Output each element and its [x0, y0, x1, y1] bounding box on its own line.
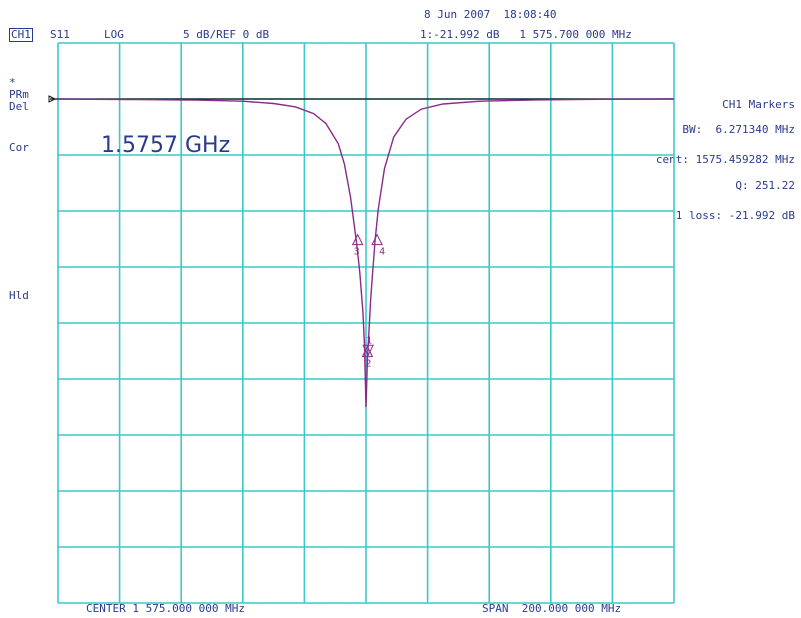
- marker-3-label: 3: [354, 247, 360, 258]
- marker-2-triangle: [361, 345, 374, 358]
- annotation-asterisk: *: [9, 76, 16, 89]
- reference-arrow-icon: [48, 95, 57, 103]
- parameter-label: S11: [50, 28, 70, 41]
- marker-readout: 1:-21.992 dB 1 575.700 000 MHz: [420, 28, 632, 41]
- markers-bw: BW: 6.271340 MHz: [682, 123, 795, 136]
- marker-4-label: 4: [379, 247, 385, 258]
- annotation-cor: Cor: [9, 141, 29, 154]
- format-label: LOG: [104, 28, 124, 41]
- trace-group: [57, 98, 675, 408]
- marker-4-triangle: [371, 233, 383, 246]
- annotation-prm: PRm: [9, 88, 29, 101]
- chart-title: 1.5757 GHz: [101, 133, 230, 158]
- markers-panel-title: CH1 Markers: [722, 98, 795, 111]
- annotation-hld: Hld: [9, 289, 29, 302]
- marker-3-triangle: [351, 233, 364, 246]
- markers-group: 1 2 3 4: [351, 233, 385, 370]
- center-frequency: CENTER 1 575.000 000 MHz: [86, 602, 245, 615]
- markers-loss: 1 loss: -21.992 dB: [675, 209, 795, 222]
- annotation-del: Del: [9, 100, 29, 113]
- markers-center: cent: 1575.459282 MHz: [655, 153, 795, 166]
- plot-grid: [57, 42, 675, 604]
- date-time: 8 Jun 2007 18:08:40: [424, 8, 557, 21]
- marker-2-label: 2: [365, 359, 371, 370]
- scale-label: 5 dB/REF 0 dB: [183, 28, 270, 41]
- channel-label[interactable]: CH1: [9, 28, 33, 42]
- marker-1-label: 1: [366, 335, 372, 346]
- trace-s11: [57, 98, 675, 408]
- markers-q: Q: 251.22: [735, 179, 795, 192]
- span-frequency: SPAN 200.000 000 MHz: [482, 602, 622, 615]
